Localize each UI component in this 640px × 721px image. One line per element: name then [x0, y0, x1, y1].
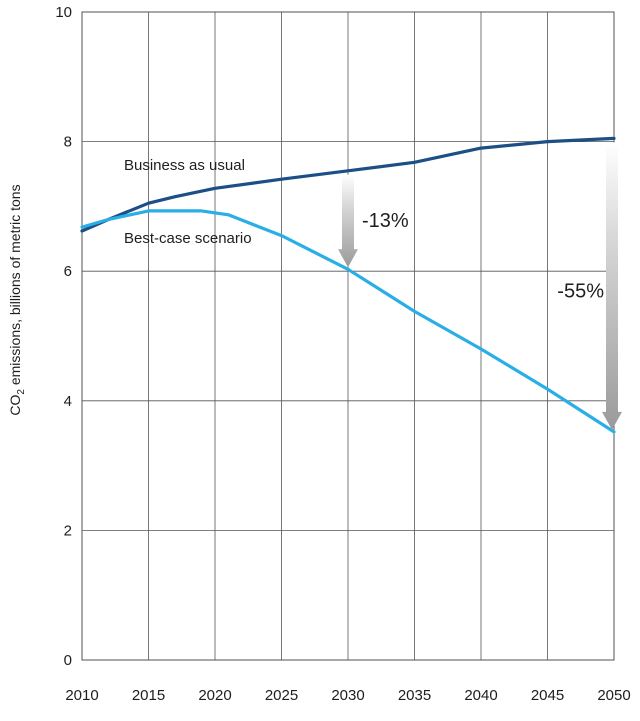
- reduction-arrow: [602, 142, 622, 430]
- x-tick-label: 2045: [531, 687, 564, 704]
- grid: [81, 11, 615, 661]
- reduction-label: -13%: [362, 210, 409, 232]
- series-line-best-case: [80, 209, 616, 434]
- y-tick-label: 10: [55, 4, 72, 21]
- x-tick-label: 2020: [198, 687, 231, 704]
- series-lines: [80, 136, 616, 434]
- y-axis-ticks: 0 2 4 6 8 10: [55, 4, 72, 669]
- y-axis-label: CO2 emissions, billions of metric tons: [7, 184, 27, 415]
- series-label-business-as-usual: Business as usual: [124, 157, 245, 174]
- x-tick-label: 2040: [464, 687, 497, 704]
- x-tick-label: 2025: [265, 687, 298, 704]
- y-tick-label: 0: [64, 652, 72, 669]
- x-axis-ticks: 2010 2015 2020 2025 2030 2035 2040 2045 2050: [65, 687, 630, 704]
- y-tick-label: 4: [64, 393, 72, 410]
- reduction-arrow: [338, 174, 358, 268]
- x-tick-label: 2050: [597, 687, 630, 704]
- x-tick-label: 2035: [398, 687, 431, 704]
- series-line-business-as-usual: [80, 136, 616, 233]
- x-tick-label: 2015: [132, 687, 165, 704]
- y-tick-label: 6: [64, 263, 72, 280]
- x-tick-label: 2030: [331, 687, 364, 704]
- reduction-arrows: -13% -55%: [338, 142, 622, 430]
- y-tick-label: 8: [64, 134, 72, 151]
- y-tick-label: 2: [64, 522, 72, 539]
- series-label-best-case: Best-case scenario: [124, 230, 252, 247]
- x-tick-label: 2010: [65, 687, 98, 704]
- series-labels: Business as usual Best-case scenario: [124, 157, 252, 247]
- reduction-label: -55%: [557, 280, 604, 302]
